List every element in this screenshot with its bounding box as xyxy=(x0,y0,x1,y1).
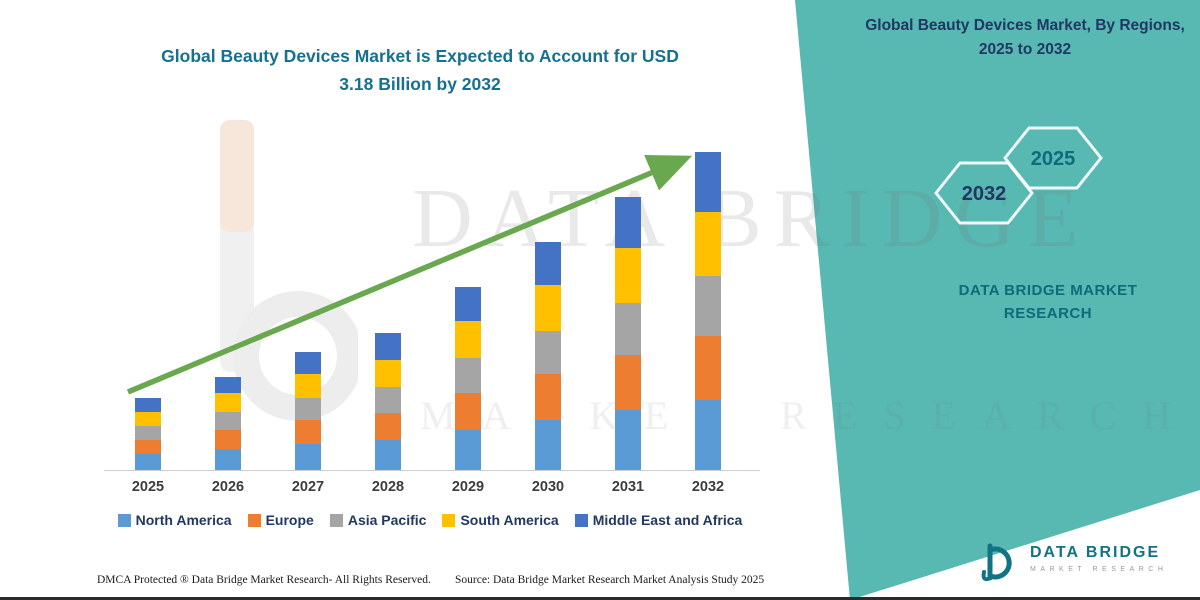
bar-2032-segment-europe xyxy=(695,336,721,400)
bar-2026-segment-europe xyxy=(215,430,241,449)
hexagon-2032-shape xyxy=(934,161,1034,225)
bar-2029-segment-europe xyxy=(455,393,481,430)
bar-2030-segment-north-america xyxy=(535,420,561,470)
bar-2031-segment-north-america xyxy=(615,410,641,470)
source-note: Source: Data Bridge Market Research Mark… xyxy=(455,574,765,586)
legend-item-middle-east-and-africa: Middle East and Africa xyxy=(574,512,743,528)
bar-2028 xyxy=(375,333,401,470)
watermark-logo xyxy=(220,120,358,421)
bar-2032-segment-asia-pacific xyxy=(695,276,721,336)
bar-2031-segment-middle-east-and-africa xyxy=(615,197,641,248)
legend-label-asia-pacific: Asia Pacific xyxy=(347,512,427,528)
bar-2030-segment-europe xyxy=(535,374,561,420)
legend-label-south-america: South America xyxy=(460,512,559,528)
bar-2031 xyxy=(615,197,641,470)
bar-2027-segment-europe xyxy=(295,420,321,444)
bar-2029 xyxy=(455,287,481,470)
chart-legend: North America Europe Asia Pacific South Ame… xyxy=(85,512,775,528)
x-axis-label-2029: 2029 xyxy=(451,479,485,495)
panel-title: Global Beauty Devices Market, By Regions… xyxy=(865,17,1185,59)
bar-2027-segment-north-america xyxy=(295,444,321,470)
bar-2032 xyxy=(695,152,721,470)
bar-2030-segment-asia-pacific xyxy=(535,331,561,374)
watermark-text: DATA BRIDGE xyxy=(412,172,1091,265)
bar-2030 xyxy=(535,242,561,470)
x-axis-label-2026: 2026 xyxy=(211,479,245,495)
legend-swatch-south-america xyxy=(442,513,456,527)
legend-label-middle-east-and-africa: Middle East and Africa xyxy=(592,512,743,528)
legend-item-asia-pacific: Asia Pacific xyxy=(329,512,427,528)
bar-2025-segment-europe xyxy=(135,440,161,454)
page-title: Global Beauty Devices Market is Expected… xyxy=(130,42,710,98)
bar-2026-segment-north-america xyxy=(215,449,241,470)
legend-swatch-north-america xyxy=(117,513,131,527)
legend-label-north-america: North America xyxy=(135,512,232,528)
data-bridge-logo-text: DATA BRIDGE MARKET RESEARCH xyxy=(1030,538,1167,573)
bar-2025 xyxy=(135,398,161,470)
dmca-notice: DMCA Protected ® Data Bridge Market Rese… xyxy=(97,574,431,586)
data-bridge-logo: DATA BRIDGE MARKET RESEARCH xyxy=(980,538,1167,584)
bar-2030-segment-middle-east-and-africa xyxy=(535,242,561,285)
bar-2029-segment-south-america xyxy=(455,321,481,358)
bar-2028-segment-north-america xyxy=(375,440,401,470)
bar-2031-segment-europe xyxy=(615,355,641,410)
bar-2025-segment-north-america xyxy=(135,454,161,470)
bar-2029-segment-asia-pacific xyxy=(455,358,481,393)
x-axis-labels: 2025 2026 2027 2028 2029 2030 2031 2032 xyxy=(108,479,760,501)
x-axis-label-2031: 2031 xyxy=(611,479,645,495)
logo-subtitle: MARKET RESEARCH xyxy=(1030,566,1168,573)
panel-brand-text: DATA BRIDGE MARKET RESEARCH xyxy=(898,280,1198,325)
bar-2031-segment-asia-pacific xyxy=(615,303,641,355)
bar-2026-segment-middle-east-and-africa xyxy=(215,377,241,393)
legend-label-europe: Europe xyxy=(265,512,314,528)
trend-arrow xyxy=(126,154,693,395)
bar-2032-segment-south-america xyxy=(695,212,721,276)
bar-2028-segment-south-america xyxy=(375,360,401,387)
page-title-line2: 3.18 Billion by 2032 xyxy=(339,74,501,94)
bar-2028-segment-europe xyxy=(375,413,401,440)
logo-title: DATA BRIDGE xyxy=(1030,544,1161,561)
data-bridge-logo-icon xyxy=(981,543,1012,582)
x-axis-label-2032: 2032 xyxy=(691,479,725,495)
bar-2029-segment-middle-east-and-africa xyxy=(455,287,481,321)
x-axis-label-2027: 2027 xyxy=(291,479,325,495)
bar-2026 xyxy=(215,377,241,470)
panel-brand-line1: DATA BRIDGE MARKET xyxy=(958,282,1138,299)
bar-2028-segment-middle-east-and-africa xyxy=(375,333,401,360)
legend-swatch-europe xyxy=(247,513,261,527)
bar-2027-segment-south-america xyxy=(295,374,321,398)
hexagon-year-2032: 2032 xyxy=(962,183,1007,205)
stacked-bar-chart xyxy=(108,138,760,470)
bar-2032-segment-middle-east-and-africa xyxy=(695,152,721,212)
x-axis-label-2028: 2028 xyxy=(371,479,405,495)
bar-2026-segment-asia-pacific xyxy=(215,412,241,430)
panel-brand-line2: RESEARCH xyxy=(1003,304,1093,322)
legend-item-south-america: South America xyxy=(442,512,559,528)
hexagon-year-2025: 2025 xyxy=(1031,148,1076,170)
legend-item-europe: Europe xyxy=(247,512,314,528)
bar-2032-segment-north-america xyxy=(695,400,721,470)
bar-2027-segment-asia-pacific xyxy=(295,398,321,420)
hexagon-2025-shape xyxy=(1003,126,1103,190)
bar-2028-segment-asia-pacific xyxy=(375,387,401,413)
legend-swatch-middle-east-and-africa xyxy=(574,513,588,527)
page-title-line1: Global Beauty Devices Market is Expected… xyxy=(161,46,679,66)
bar-2030-segment-south-america xyxy=(535,285,561,331)
x-axis-label-2030: 2030 xyxy=(531,479,565,495)
bar-2031-segment-south-america xyxy=(615,248,641,303)
bar-2027 xyxy=(295,352,321,470)
hexagon-years-graphic: 2032 2025 xyxy=(934,126,1103,225)
legend-swatch-asia-pacific xyxy=(329,513,343,527)
bar-2025-segment-middle-east-and-africa xyxy=(135,398,161,412)
bar-2026-segment-south-america xyxy=(215,393,241,412)
legend-item-north-america: North America xyxy=(117,512,232,528)
x-axis-label-2025: 2025 xyxy=(131,479,165,495)
bar-2029-segment-north-america xyxy=(455,430,481,470)
x-axis-line xyxy=(104,470,760,471)
bar-2025-segment-south-america xyxy=(135,412,161,426)
bar-2027-segment-middle-east-and-africa xyxy=(295,352,321,374)
bar-2025-segment-asia-pacific xyxy=(135,426,161,440)
